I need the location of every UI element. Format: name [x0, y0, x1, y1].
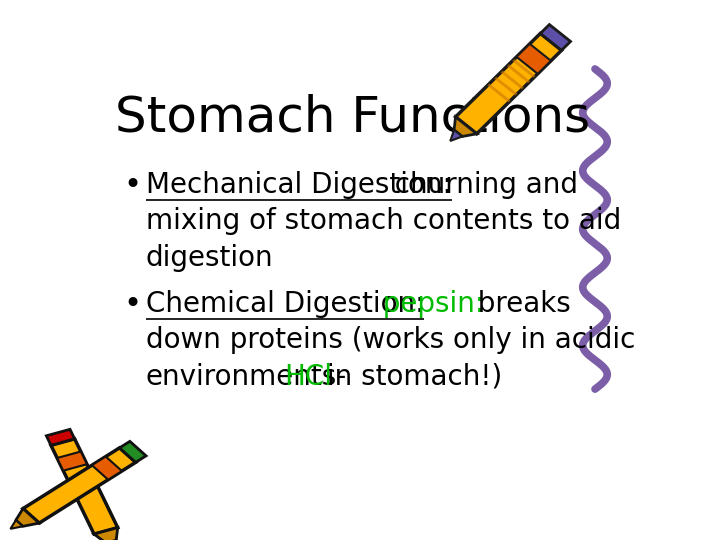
Text: down proteins (works only in acidic: down proteins (works only in acidic: [145, 326, 635, 354]
Polygon shape: [494, 77, 518, 96]
Polygon shape: [540, 24, 570, 50]
Text: breaks: breaks: [460, 290, 571, 318]
Text: pepsin:: pepsin:: [365, 290, 485, 318]
Text: •: •: [124, 290, 142, 319]
Text: Chemical Digestion:: Chemical Digestion:: [145, 290, 424, 318]
Text: HCl: HCl: [284, 363, 332, 391]
Polygon shape: [454, 117, 477, 137]
Polygon shape: [94, 528, 118, 540]
Text: Mechanical Digestion:: Mechanical Digestion:: [145, 171, 451, 199]
Polygon shape: [120, 441, 146, 462]
Text: churning and: churning and: [377, 171, 578, 199]
Polygon shape: [512, 59, 536, 78]
Text: in stomach!): in stomach!): [318, 363, 502, 391]
Polygon shape: [516, 44, 551, 74]
Polygon shape: [456, 33, 562, 134]
Polygon shape: [23, 448, 135, 523]
Polygon shape: [92, 456, 122, 480]
Text: environments-: environments-: [145, 363, 347, 391]
Text: mixing of stomach contents to aid: mixing of stomach contents to aid: [145, 207, 621, 235]
Text: •: •: [124, 171, 142, 200]
Polygon shape: [487, 84, 510, 103]
Polygon shape: [46, 429, 75, 445]
Polygon shape: [51, 439, 118, 534]
Polygon shape: [10, 520, 23, 529]
Polygon shape: [16, 509, 39, 526]
Polygon shape: [450, 130, 462, 141]
Text: Stomach Functions: Stomach Functions: [114, 94, 590, 142]
Polygon shape: [500, 70, 524, 90]
Polygon shape: [57, 451, 87, 471]
Text: digestion: digestion: [145, 244, 274, 272]
Polygon shape: [507, 64, 530, 83]
